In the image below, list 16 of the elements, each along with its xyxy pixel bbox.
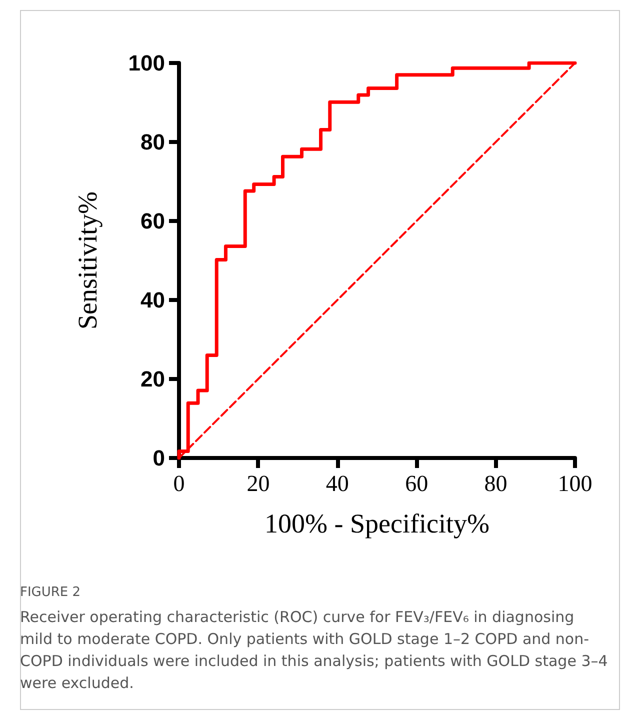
text: Receiver operating characteristic (ROC) curve for FEV₃/FEV₆ in diagnosing mild to moderate COPD. Only patients with GOLD stage 1–2 COPD and non-COPD individuals were included in this analysis; patients with GOLD stage 3–4 were excluded. bbox=[20, 607, 609, 694]
x-tick-label: 20 bbox=[246, 471, 270, 496]
y-tick-label: 0 bbox=[152, 446, 165, 470]
y-axis-title: Sensitivity% bbox=[72, 191, 102, 330]
x-tick-label: 0 bbox=[173, 471, 185, 496]
y-tick-label: 60 bbox=[140, 208, 165, 234]
y-tick-label: 100 bbox=[128, 50, 165, 76]
y-tick-label: 80 bbox=[140, 130, 165, 154]
x-axis-title: 100% - Specificity% bbox=[264, 508, 490, 538]
y-tick-label: 20 bbox=[140, 366, 165, 392]
caption: FIGURE 2 bbox=[20, 585, 82, 600]
x-tick-label: 80 bbox=[484, 471, 508, 496]
x-tick-label: 100 bbox=[558, 471, 592, 496]
y-tick-label: 40 bbox=[140, 288, 165, 312]
x-tick-label: 40 bbox=[326, 471, 349, 496]
x-tick-label: 60 bbox=[405, 471, 428, 496]
